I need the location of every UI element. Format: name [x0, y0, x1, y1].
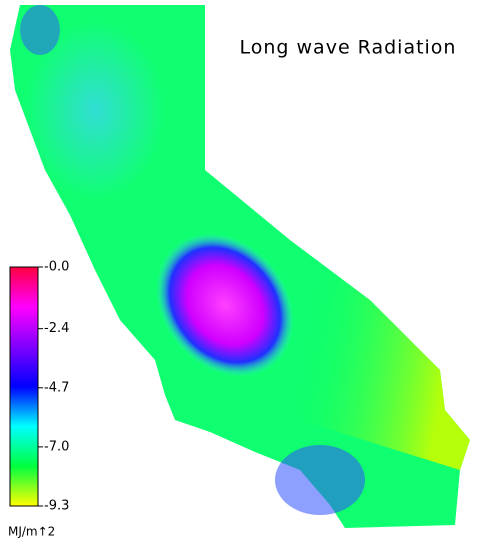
colorbar-tick-label: -0.0 — [44, 260, 69, 275]
colorbar-tick-label: -9.3 — [44, 499, 69, 514]
north-coast-shade — [25, 20, 165, 200]
colorbar-tick-label: -7.0 — [44, 439, 69, 454]
colorbar-unit: MJ/m↑2 — [8, 525, 55, 539]
california — [10, 5, 470, 528]
central-valley — [155, 233, 295, 377]
colorbar-scale — [9, 266, 39, 507]
colorbar-tick-label: -2.4 — [44, 321, 69, 336]
south-coast-shade — [275, 445, 365, 515]
north-edge-shade — [20, 5, 60, 55]
colorbar-tick-label: -4.7 — [44, 380, 69, 395]
colorbar: -0.0 -2.4 -4.7 -7.0 -9.3 — [9, 260, 69, 514]
map-title: Long wave Radiation — [240, 37, 457, 59]
southeast-gradient — [205, 170, 470, 470]
